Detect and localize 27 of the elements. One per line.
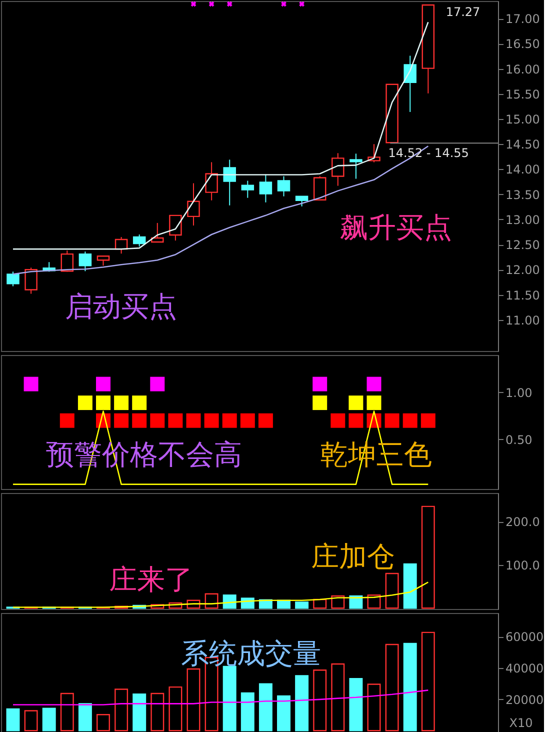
y-tick-label: 1.00	[506, 386, 532, 400]
annotation: 系统成交量	[181, 637, 321, 670]
y-tick-label: 40000	[506, 661, 544, 676]
y-tick-label: 15.00	[506, 112, 540, 127]
y-tick-label: 0.50	[506, 432, 532, 447]
annotation: 启动买点	[65, 290, 177, 323]
y-tick-label: 14.00	[506, 162, 540, 177]
y-tick-label: 12.00	[506, 263, 540, 278]
y-tick-label: 60000	[506, 630, 544, 644]
y-tick-label: 16.50	[506, 37, 540, 52]
y-tick-label: 11.50	[506, 288, 540, 302]
y-tick-label: 13.50	[506, 188, 540, 202]
y-tick-label: 200.0	[506, 515, 540, 530]
y-tick-label: 17.00	[506, 12, 540, 26]
annotation: 庄加仓	[311, 540, 395, 573]
y-tick-label: 11.00	[506, 313, 540, 328]
y-tick-label: 12.50	[506, 238, 540, 252]
y-tick-label: 15.50	[506, 87, 540, 102]
annotation: 庄来了	[109, 563, 193, 596]
y-tick-label: 100.0	[506, 558, 540, 572]
y-tick-label: 13.00	[506, 212, 540, 227]
text: 17.27	[446, 5, 480, 19]
text: X10	[509, 716, 533, 730]
y-tick-label: 14.50	[506, 138, 540, 152]
y-tick-label: 16.00	[506, 62, 540, 76]
y-tick-label: 20000	[506, 692, 544, 707]
annotation: 飙升买点	[340, 211, 452, 244]
